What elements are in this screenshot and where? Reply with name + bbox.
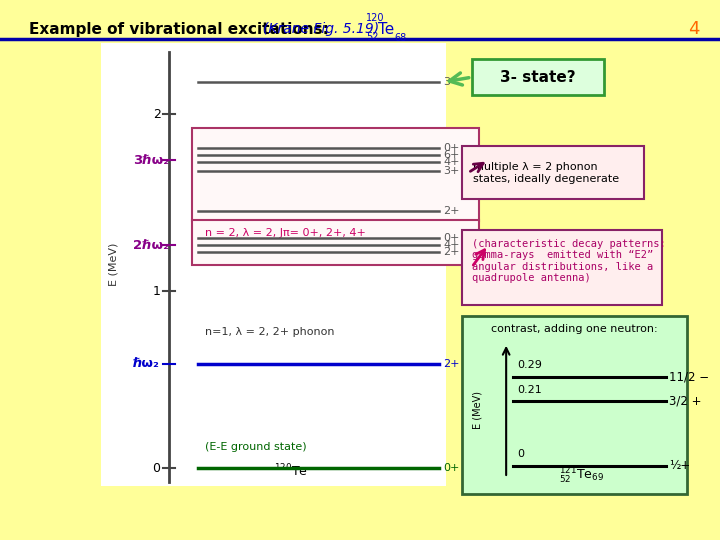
Text: ½+: ½+ (669, 459, 690, 472)
Text: $^{120}$Te: $^{120}$Te (274, 463, 308, 480)
Bar (101, 43, 446, 486)
Text: E (MeV): E (MeV) (109, 243, 119, 286)
Text: (E-E ground state): (E-E ground state) (205, 442, 307, 452)
Text: n=1, λ = 2, 2+ phonon: n=1, λ = 2, 2+ phonon (205, 327, 335, 337)
FancyBboxPatch shape (462, 316, 687, 494)
Text: 2+: 2+ (444, 359, 460, 369)
Text: Example of vibrational excitations:: Example of vibrational excitations: (29, 22, 328, 37)
Text: 52: 52 (366, 32, 378, 43)
Text: 1: 1 (153, 285, 161, 298)
Text: n = 2, λ = 2, Jπ= 0+, 2+, 4+: n = 2, λ = 2, Jπ= 0+, 2+, 4+ (205, 228, 366, 238)
Text: 0+: 0+ (444, 233, 460, 243)
Text: 0+: 0+ (444, 463, 460, 473)
FancyBboxPatch shape (462, 146, 644, 199)
Text: 2: 2 (153, 107, 161, 120)
Text: 3⁻: 3⁻ (444, 77, 456, 87)
Text: 6+: 6+ (444, 150, 460, 160)
Text: E (MeV): E (MeV) (472, 392, 482, 429)
Text: $^{121}_{52}$Te$_{69}$: $^{121}_{52}$Te$_{69}$ (559, 466, 604, 486)
Text: 4+: 4+ (444, 157, 460, 167)
Text: (characteristic decay patterns:
gamma-rays  emitted with “E2”
angular distributi: (characteristic decay patterns: gamma-ra… (472, 239, 665, 284)
Text: 11/2 −: 11/2 − (669, 370, 709, 383)
Text: 0: 0 (517, 449, 524, 459)
Text: 2ℏω₂: 2ℏω₂ (133, 239, 169, 252)
FancyBboxPatch shape (192, 220, 479, 265)
Text: 0: 0 (153, 462, 161, 475)
Text: 3ℏω₂: 3ℏω₂ (133, 153, 169, 167)
Text: 3+: 3+ (444, 166, 460, 176)
Text: 0+: 0+ (444, 143, 460, 153)
Text: 4+: 4+ (444, 240, 460, 250)
Text: 0.21: 0.21 (517, 384, 541, 395)
Text: (Krane Fig. 5.19): (Krane Fig. 5.19) (263, 22, 379, 36)
FancyBboxPatch shape (192, 127, 479, 221)
FancyBboxPatch shape (462, 230, 662, 305)
Text: Te: Te (378, 22, 395, 37)
Text: 4: 4 (688, 20, 699, 38)
Text: 120: 120 (366, 13, 384, 23)
Text: 68: 68 (395, 33, 407, 43)
Text: 3/2 +: 3/2 + (669, 395, 701, 408)
Text: 0.29: 0.29 (517, 360, 542, 370)
Text: 2+: 2+ (444, 206, 460, 217)
Text: ℏω₂: ℏω₂ (133, 357, 160, 370)
Text: 2+: 2+ (444, 247, 460, 257)
Text: multiple λ = 2 phonon
states, ideally degenerate: multiple λ = 2 phonon states, ideally de… (473, 162, 619, 184)
FancyBboxPatch shape (472, 59, 604, 95)
Text: contrast, adding one neutron:: contrast, adding one neutron: (491, 324, 657, 334)
Text: 3- state?: 3- state? (500, 70, 576, 85)
